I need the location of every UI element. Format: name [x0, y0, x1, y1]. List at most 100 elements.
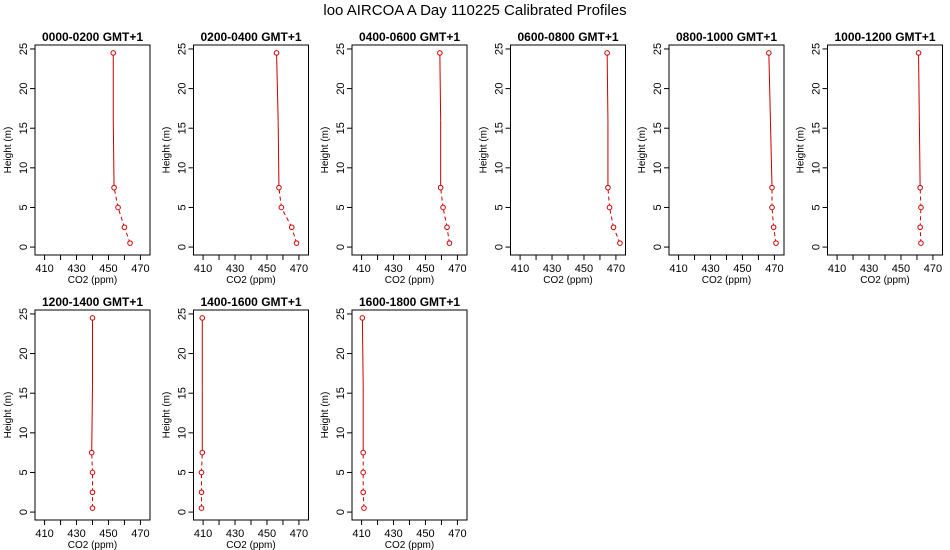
chart-panel-5: 0800-1000 GMT+1 410 430 450 470 0 5 10 15 20 25 CO2… — [637, 30, 785, 286]
x-tick-label: 450 — [258, 263, 276, 275]
y-tick-label: 15 — [18, 387, 30, 399]
data-point — [360, 489, 366, 496]
panel-title: 1200-1400 GMT+1 — [42, 295, 143, 309]
series-segment — [439, 52, 442, 121]
y-tick-label: 5 — [18, 204, 30, 210]
y-tick-label: 25 — [494, 43, 506, 55]
data-point — [293, 240, 300, 246]
series-segment — [918, 52, 920, 121]
data-point — [915, 50, 922, 56]
y-tick-label: 10 — [18, 427, 30, 439]
x-tick-label: 430 — [226, 263, 244, 275]
x-axis-label: CO2 (ppm) — [543, 275, 592, 286]
y-tick-label: 25 — [335, 308, 347, 320]
panel-title: 0600-0800 GMT+1 — [517, 30, 618, 44]
x-tick-label: 470 — [607, 263, 625, 275]
y-tick-label: 20 — [18, 347, 30, 359]
y-tick-label: 5 — [18, 469, 30, 475]
y-tick-label: 10 — [177, 427, 189, 439]
y-tick-label: 5 — [177, 469, 189, 475]
series-segment — [361, 317, 364, 386]
y-tick-label: 25 — [811, 43, 823, 55]
y-tick-label: 10 — [494, 162, 506, 174]
y-axis-label: Height (m) — [3, 127, 14, 174]
data-point — [115, 204, 121, 211]
series-segment — [771, 207, 775, 228]
data-point — [198, 489, 205, 496]
y-tick-label: 5 — [177, 204, 189, 210]
series-segment — [607, 187, 611, 208]
data-point — [770, 224, 777, 231]
plot-frame — [351, 44, 468, 256]
data-point — [89, 469, 96, 476]
series-segment — [276, 52, 279, 121]
data-point — [917, 184, 923, 191]
data-point — [446, 240, 453, 246]
chart-panel-1: 0000-0200 GMT+1 410 430 450 470 0 5 10 15 20 25 CO2… — [3, 30, 151, 286]
data-point — [198, 469, 205, 476]
series-segment — [919, 207, 922, 228]
series-segment — [606, 52, 609, 121]
x-axis-label: CO2 (ppm) — [702, 275, 751, 286]
y-tick-label: 0 — [18, 244, 30, 250]
x-axis-label: CO2 (ppm) — [226, 275, 275, 286]
y-tick-label: 15 — [177, 122, 189, 134]
y-tick-label: 20 — [18, 82, 30, 94]
data-point — [610, 224, 617, 231]
y-tick-label: 10 — [335, 427, 347, 439]
y-axis-label: Height (m) — [320, 127, 331, 174]
data-point — [111, 184, 117, 191]
data-point — [617, 240, 623, 246]
x-tick-label: 410 — [194, 263, 212, 275]
chart-panel-8: 1400-1600 GMT+1 410 430 450 470 0 5 10 15 20 25 CO2… — [162, 295, 309, 550]
panel-title: 1400-1600 GMT+1 — [200, 295, 301, 309]
plot-frame — [34, 44, 151, 256]
panel-title: 0000-0200 GMT+1 — [42, 30, 143, 44]
x-tick-label: 450 — [892, 263, 910, 275]
series-segment — [117, 207, 125, 228]
x-tick-label: 470 — [131, 528, 149, 540]
y-axis-label: Height (m) — [3, 392, 14, 439]
x-tick-label: 430 — [384, 263, 402, 275]
x-tick-label: 470 — [290, 263, 308, 275]
series-segment — [123, 227, 131, 244]
y-tick-label: 5 — [335, 204, 347, 210]
y-tick-label: 5 — [652, 204, 664, 210]
y-tick-label: 0 — [811, 244, 823, 250]
x-tick-label: 410 — [35, 528, 53, 540]
x-tick-label: 450 — [99, 528, 117, 540]
data-point — [89, 489, 96, 496]
x-tick-label: 470 — [448, 528, 466, 540]
data-point — [278, 204, 285, 211]
y-tick-label: 5 — [494, 204, 506, 210]
y-tick-label: 15 — [335, 387, 347, 399]
x-axis-label: CO2 (ppm) — [68, 275, 117, 286]
x-tick-label: 450 — [99, 263, 117, 275]
chart-panel-6: 1000-1200 GMT+1 410 430 450 470 0 5 10 15 20 25 CO2… — [796, 30, 943, 286]
x-tick-label: 450 — [416, 263, 434, 275]
chart-panel-4: 0600-0800 GMT+1 410 430 450 470 0 5 10 15 20 25 CO2… — [479, 30, 626, 286]
data-point — [773, 240, 779, 246]
x-tick-label: 430 — [543, 263, 561, 275]
x-tick-label: 430 — [226, 528, 244, 540]
y-tick-label: 5 — [811, 204, 823, 210]
series-segment — [440, 187, 444, 208]
y-tick-label: 25 — [177, 308, 189, 320]
y-tick-label: 0 — [18, 509, 30, 515]
y-tick-label: 15 — [335, 122, 347, 134]
data-point — [359, 315, 366, 321]
x-tick-label: 450 — [258, 528, 276, 540]
y-tick-label: 10 — [18, 162, 30, 174]
y-tick-label: 10 — [652, 162, 664, 174]
y-tick-label: 25 — [335, 43, 347, 55]
data-point — [769, 184, 775, 191]
x-tick-label: 410 — [511, 263, 529, 275]
y-tick-label: 10 — [177, 162, 189, 174]
x-tick-label: 430 — [860, 263, 878, 275]
y-axis-label: Height (m) — [162, 392, 173, 439]
data-point — [361, 505, 367, 511]
y-tick-label: 0 — [335, 244, 347, 250]
series-segment — [919, 187, 922, 208]
data-point — [918, 204, 924, 211]
y-tick-label: 0 — [652, 244, 664, 250]
